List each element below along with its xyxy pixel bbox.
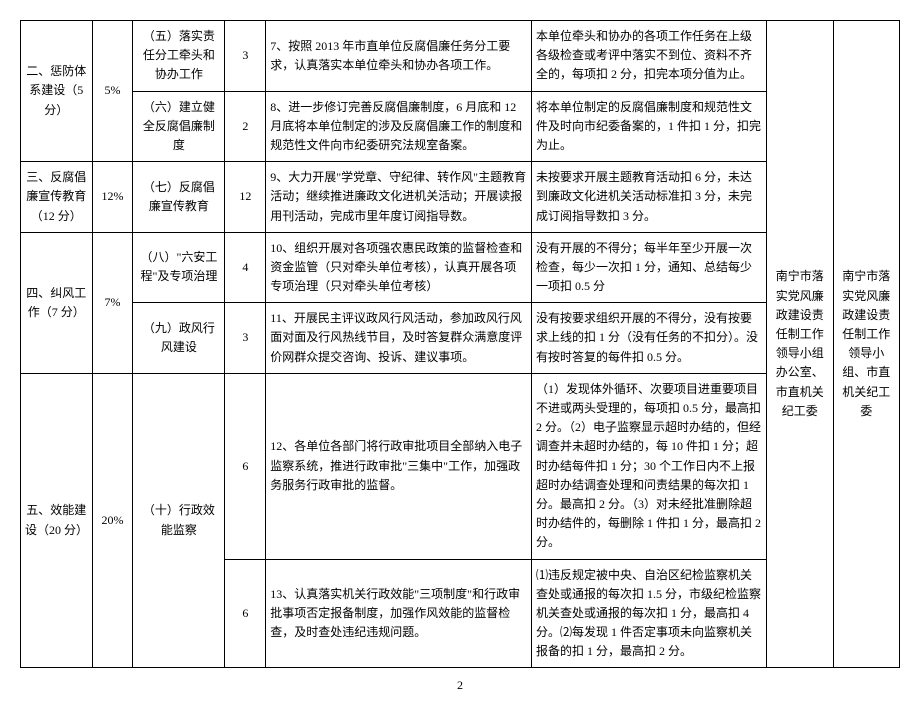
item-cell: （七）反腐倡廉宣传教育 — [133, 162, 225, 233]
section-cell: 四、纠风工作（7 分） — [21, 232, 93, 373]
score-cell: 2 — [225, 91, 266, 162]
percent-cell: 5% — [92, 21, 133, 162]
standard-cell: 没有按要求组织开展的不得分，没有按要求上线的扣 1 分（没有任务的不扣分）。没有… — [532, 303, 767, 374]
assessment-table: 二、惩防体系建设（5 分）5%（五）落实责任分工牵头和协办工作37、按照 201… — [20, 20, 900, 668]
score-cell: 12 — [225, 162, 266, 233]
score-cell: 4 — [225, 232, 266, 303]
percent-cell: 7% — [92, 232, 133, 373]
score-cell: 6 — [225, 559, 266, 668]
requirement-cell: 9、大力开展"学党章、守纪律、转作风"主题教育活动；继续推进廉政文化进机关活动；… — [266, 162, 532, 233]
standard-cell: ⑴违反规定被中央、自治区纪检监察机关查处或通报的每次扣 1.5 分，市级纪检监察… — [532, 559, 767, 668]
item-cell: （九）政风行风建设 — [133, 303, 225, 374]
section-cell: 三、反腐倡廉宣传教育（12 分） — [21, 162, 93, 233]
standard-cell: 未按要求开展主题教育活动扣 6 分，未达到廉政文化进机关活动标准扣 3 分，未完… — [532, 162, 767, 233]
requirement-cell: 11、开展民主评议政风行风活动，参加政风行风面对面及行风热线节目，及时答复群众满… — [266, 303, 532, 374]
item-cell: （十）行政效能监察 — [133, 373, 225, 668]
item-cell: （六）建立健全反腐倡廉制度 — [133, 91, 225, 162]
score-cell: 6 — [225, 373, 266, 559]
section-cell: 二、惩防体系建设（5 分） — [21, 21, 93, 162]
requirement-cell: 13、认真落实机关行政效能"三项制度"和行政审批事项否定报备制度，加强作风效能的… — [266, 559, 532, 668]
percent-cell: 12% — [92, 162, 133, 233]
standard-cell: （1）发现体外循环、次要项目进重要项目不进或两头受理的，每项扣 0.5 分，最高… — [532, 373, 767, 559]
item-cell: （八）"六安工程"及专项治理 — [133, 232, 225, 303]
standard-cell: 将本单位制定的反腐倡廉制度和规范性文件及时向市纪委备案的，1 件扣 1 分，扣完… — [532, 91, 767, 162]
percent-cell: 20% — [92, 373, 133, 668]
requirement-cell: 7、按照 2013 年市直单位反腐倡廉任务分工要求，认真落实本单位牵头和协办各项… — [266, 21, 532, 92]
requirement-cell: 8、进一步修订完善反腐倡廉制度，6 月底和 12 月底将本单位制定的涉及反腐倡廉… — [266, 91, 532, 162]
requirement-cell: 10、组织开展对各项强农惠民政策的监督检查和资金监管（只对牵头单位考核），认真开… — [266, 232, 532, 303]
item-cell: （五）落实责任分工牵头和协办工作 — [133, 21, 225, 92]
page-number: 2 — [20, 678, 900, 693]
right-col-2: 南宁市落实党风廉政建设责任制工作领导小组、市直机关纪工委 — [833, 21, 900, 668]
section-cell: 五、效能建设（20 分） — [21, 373, 93, 668]
score-cell: 3 — [225, 303, 266, 374]
requirement-cell: 12、各单位各部门将行政审批项目全部纳入电子监察系统，推进行政审批"三集中"工作… — [266, 373, 532, 559]
score-cell: 3 — [225, 21, 266, 92]
standard-cell: 没有开展的不得分；每半年至少开展一次检查，每少一次扣 1 分，通知、总结每少一项… — [532, 232, 767, 303]
right-col-1: 南宁市落实党风廉政建设责任制工作领导小组办公室、市直机关纪工委 — [767, 21, 833, 668]
standard-cell: 本单位牵头和协办的各项工作任务在上级各级检查或考评中落实不到位、资料不齐全的，每… — [532, 21, 767, 92]
